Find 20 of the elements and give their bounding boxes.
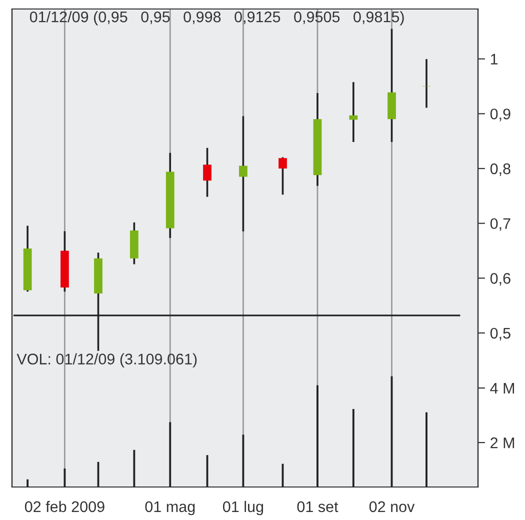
y-tick-label: 0,6 (490, 273, 510, 286)
y-tick-label: 2 M (490, 437, 514, 448)
x-tick-label: 02 nov (369, 501, 415, 512)
candlestick (422, 59, 431, 108)
candlestick (349, 82, 358, 142)
x-tick-label: 01 lug (222, 500, 264, 516)
y-tick-label: 0,8 (490, 163, 510, 176)
y-tick-label: 0,9 (490, 108, 510, 122)
candlestick (278, 157, 287, 195)
candlestick (203, 148, 212, 197)
y-tick-label: 0,5 (490, 328, 510, 340)
x-tick-label: 01 mag (145, 501, 195, 516)
y-tick-label: 4 M (490, 383, 514, 394)
x-tick-label: 02 feb 2009 (24, 500, 104, 512)
text: VOL: 01/12/09 (3.109.061) (16, 353, 197, 368)
candlestick (239, 116, 248, 232)
chart-title: 01/12/09 (0,95 0,95 0,998 0,9125 0,9505 0,9815) (30, 11, 404, 26)
y-tick-label: 1 (490, 54, 498, 64)
y-tick-label: 0,7 (490, 218, 510, 231)
x-tick-label: 01 set (297, 501, 338, 512)
